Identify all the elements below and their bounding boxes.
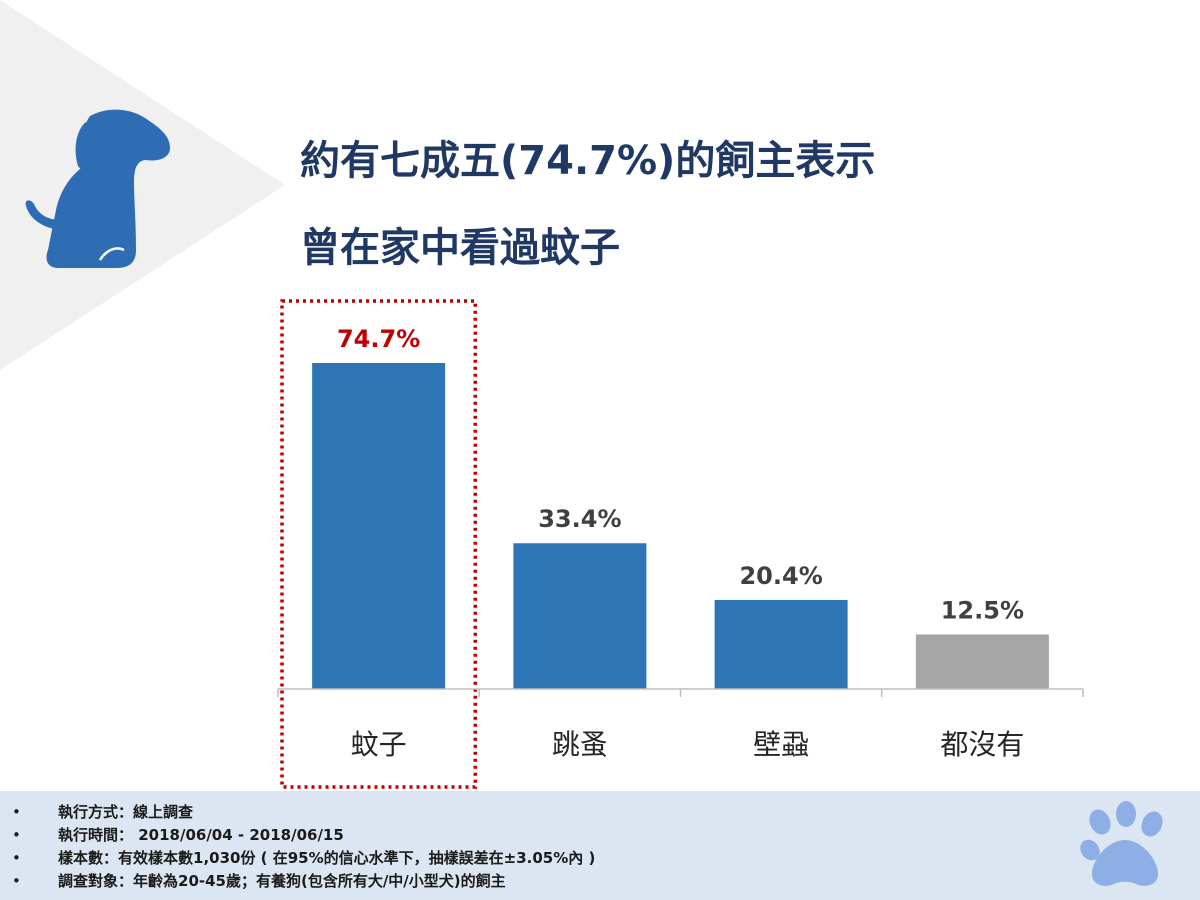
bar-2 — [513, 543, 647, 689]
bar-3 — [714, 599, 848, 689]
footer-item-text: 執行方式：線上調查 — [58, 803, 194, 821]
dog-silhouette-icon — [25, 109, 170, 268]
data-label-2: 33.4% — [538, 505, 621, 533]
bullet-icon: • — [12, 803, 21, 821]
footer-item-text: 樣本數：有效樣本數1,030份 ( 在95%的信心水準下，抽樣誤差在±3.05%… — [58, 849, 596, 867]
footer-item-sample: • 樣本數：有效樣本數1,030份 ( 在95%的信心水準下，抽樣誤差在±3.05… — [0, 847, 1200, 870]
bar-chart: 74.7% 蚊子 33.4% 跳蚤 20.4% 壁蝨 12.5% 都沒有 — [277, 299, 1084, 789]
footer-item-method: • 執行方式：線上調查 — [0, 801, 1200, 824]
category-label-3: 壁蝨 — [753, 728, 809, 761]
category-label-1: 蚊子 — [351, 728, 407, 761]
data-label-1: 74.7% — [337, 325, 420, 353]
data-label-4: 12.5% — [941, 596, 1024, 624]
footer-item-period: • 執行時間： 2018/06/04 - 2018/06/15 — [0, 824, 1200, 847]
category-label-2: 跳蚤 — [552, 728, 608, 761]
data-label-3: 20.4% — [739, 562, 822, 590]
footer-notes: • 執行方式：線上調查 • 執行時間： 2018/06/04 - 2018/06/1… — [0, 791, 1200, 900]
footer-item-text: 調查對象：年齡為20-45歲；有養狗(包含所有大/中/小型犬)的飼主 — [58, 872, 506, 890]
category-label-4: 都沒有 — [940, 728, 1024, 761]
highlight-box — [280, 299, 477, 789]
footer-item-text: 執行時間： 2018/06/04 - 2018/06/15 — [58, 826, 344, 844]
footer-item-target: • 調查對象：年齡為20-45歲；有養狗(包含所有大/中/小型犬)的飼主 — [0, 870, 1200, 893]
paw-print-icon — [1080, 801, 1163, 886]
page-title-line-2: 曾在家中看過蚊子 — [300, 225, 620, 271]
bullet-icon: • — [12, 849, 21, 867]
bullet-icon: • — [12, 872, 21, 890]
bar-1 — [312, 363, 446, 689]
page-title-line-1: 約有七成五(74.7%)的飼主表示 — [300, 138, 876, 184]
bar-4 — [915, 634, 1049, 689]
bullet-icon: • — [12, 826, 21, 844]
background-triangle — [0, 0, 285, 370]
